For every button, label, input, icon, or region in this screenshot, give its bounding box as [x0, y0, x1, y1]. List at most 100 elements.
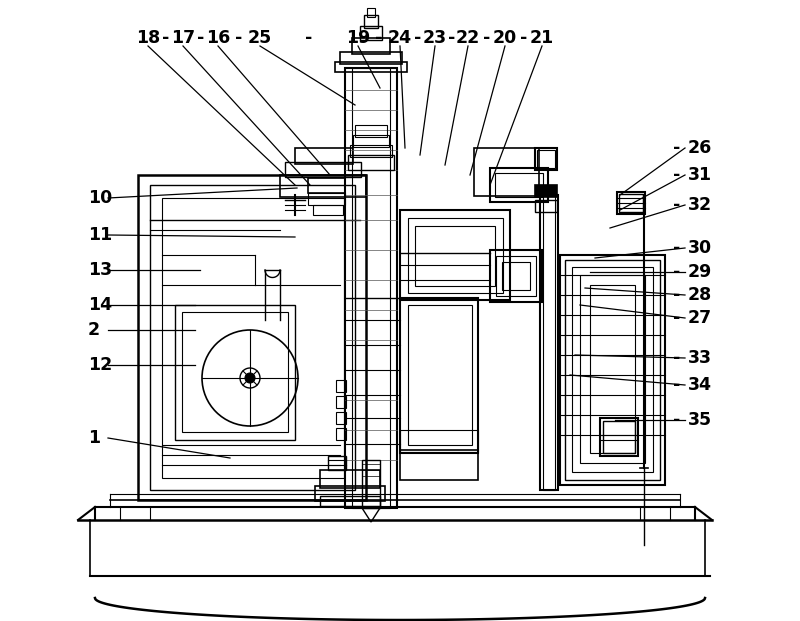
- Bar: [400, 210, 510, 300]
- Text: -: -: [162, 29, 169, 47]
- Bar: [490, 168, 548, 202]
- Bar: [162, 198, 344, 478]
- Bar: [537, 150, 555, 168]
- Text: 26: 26: [688, 139, 712, 157]
- Bar: [352, 68, 390, 508]
- Text: 22: 22: [456, 29, 480, 47]
- Bar: [490, 250, 542, 302]
- Bar: [362, 460, 380, 508]
- Bar: [182, 312, 288, 432]
- Text: 34: 34: [688, 376, 712, 394]
- Bar: [535, 200, 557, 212]
- Text: 13: 13: [88, 261, 112, 279]
- Bar: [408, 218, 503, 293]
- Bar: [350, 145, 392, 157]
- Bar: [400, 430, 478, 452]
- Text: -: -: [235, 29, 242, 47]
- Text: -: -: [673, 263, 680, 281]
- Bar: [308, 193, 345, 205]
- Bar: [336, 428, 346, 440]
- Bar: [335, 62, 407, 72]
- Text: 19: 19: [346, 29, 370, 47]
- Bar: [565, 260, 660, 480]
- Bar: [175, 305, 295, 440]
- Text: -: -: [673, 349, 680, 367]
- Circle shape: [245, 373, 255, 383]
- Bar: [495, 173, 543, 197]
- Text: 14: 14: [88, 296, 112, 314]
- Bar: [617, 192, 645, 214]
- Bar: [496, 256, 536, 296]
- Bar: [345, 68, 397, 508]
- Text: 31: 31: [688, 166, 712, 184]
- Bar: [540, 195, 558, 490]
- Bar: [400, 298, 478, 453]
- Bar: [340, 52, 402, 64]
- Bar: [295, 148, 353, 164]
- Bar: [400, 450, 478, 480]
- Bar: [353, 135, 389, 147]
- Bar: [320, 496, 380, 506]
- Bar: [600, 418, 638, 456]
- Text: -: -: [673, 376, 680, 394]
- Bar: [364, 15, 378, 28]
- Bar: [355, 125, 387, 137]
- Text: 27: 27: [688, 309, 712, 327]
- Text: -: -: [520, 29, 527, 47]
- Bar: [560, 255, 665, 485]
- Text: -: -: [448, 29, 455, 47]
- Bar: [415, 226, 495, 286]
- Text: -: -: [673, 166, 680, 184]
- Text: -: -: [414, 29, 421, 47]
- Text: -: -: [306, 29, 313, 47]
- Text: 25: 25: [248, 29, 272, 47]
- Bar: [590, 285, 635, 453]
- Text: 20: 20: [493, 29, 517, 47]
- Text: 32: 32: [688, 196, 712, 214]
- Bar: [138, 175, 366, 500]
- Bar: [367, 8, 375, 17]
- Bar: [328, 456, 346, 470]
- Bar: [408, 305, 472, 445]
- Text: 33: 33: [688, 349, 712, 367]
- Text: -: -: [673, 139, 680, 157]
- Text: 17: 17: [171, 29, 195, 47]
- Bar: [572, 267, 653, 472]
- Bar: [315, 486, 385, 501]
- Bar: [535, 148, 557, 170]
- Text: 21: 21: [530, 29, 554, 47]
- Text: 29: 29: [688, 263, 712, 281]
- Bar: [280, 175, 366, 197]
- Bar: [603, 421, 635, 453]
- Text: 11: 11: [88, 226, 112, 244]
- Bar: [619, 194, 643, 212]
- Text: 2: 2: [88, 321, 100, 339]
- Text: -: -: [375, 29, 382, 47]
- Text: 1: 1: [88, 429, 100, 447]
- Bar: [543, 195, 555, 490]
- Text: 23: 23: [423, 29, 447, 47]
- Text: 16: 16: [206, 29, 230, 47]
- Text: 24: 24: [388, 29, 412, 47]
- Bar: [502, 262, 530, 290]
- Bar: [474, 148, 539, 196]
- Bar: [150, 185, 355, 490]
- Bar: [580, 275, 645, 463]
- Bar: [313, 205, 343, 215]
- Bar: [308, 178, 345, 193]
- Text: 12: 12: [88, 356, 112, 374]
- Text: -: -: [673, 286, 680, 304]
- Bar: [360, 26, 382, 40]
- Text: 28: 28: [688, 286, 712, 304]
- Text: -: -: [673, 196, 680, 214]
- Bar: [320, 470, 380, 488]
- Text: 10: 10: [88, 189, 112, 207]
- Text: -: -: [673, 309, 680, 327]
- Text: -: -: [673, 411, 680, 429]
- Bar: [285, 162, 361, 177]
- Text: -: -: [673, 239, 680, 257]
- Text: 35: 35: [688, 411, 712, 429]
- Bar: [336, 380, 346, 392]
- Bar: [336, 412, 346, 424]
- Text: -: -: [197, 29, 204, 47]
